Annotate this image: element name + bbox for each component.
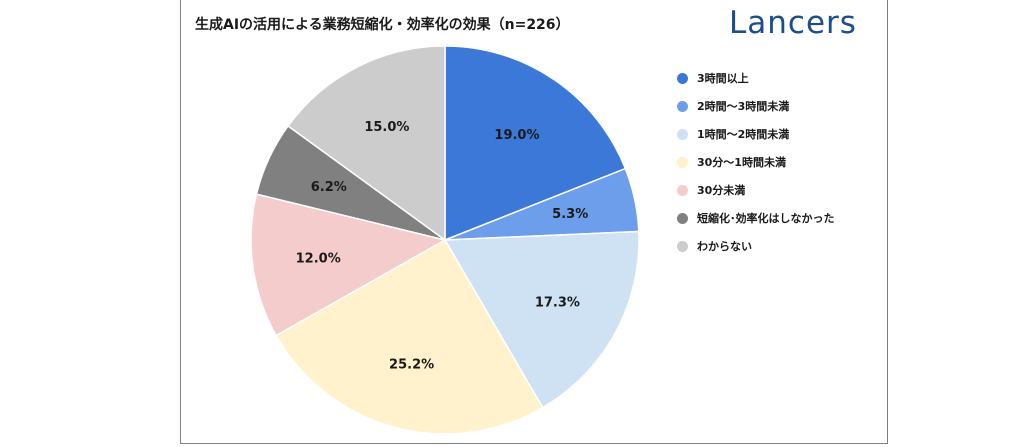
legend-item-1h-2h: 1時間～2時間未満 [677, 120, 887, 148]
pie-label-unknown: 15.0% [364, 120, 409, 135]
legend-marker [677, 156, 688, 168]
chart-title: 生成AIの活用による業務短縮化・効率化の効果（n=226） [195, 17, 570, 33]
legend-label: 1時間～2時間未満 [697, 128, 790, 141]
legend-label: 3時間以上 [697, 72, 749, 85]
legend-item-2h-3h: 2時間～3時間未満 [677, 92, 887, 120]
legend-label: 2時間～3時間未満 [697, 100, 790, 113]
legend-marker [677, 72, 688, 84]
legend-item-30m-1h: 30分～1時間未満 [677, 148, 887, 176]
pie-label-1h-2h: 17.3% [535, 295, 580, 310]
pie-slice-3h-plus [444, 45, 627, 242]
legend-item-under-30m: 30分未満 [677, 176, 887, 204]
pie-label-3h-plus: 19.0% [494, 128, 539, 143]
pie-slice-1h-2h [443, 230, 640, 409]
pie-label-no-reduction: 6.2% [311, 180, 347, 195]
legend-label: わからない [697, 240, 752, 253]
legend-label: 30分未満 [697, 184, 746, 197]
legend-marker [677, 128, 688, 140]
pie-label-under-30m: 12.0% [296, 252, 341, 267]
pie-label-2h-3h: 5.3% [552, 207, 588, 222]
legend-item-3h-plus: 3時間以上 [677, 64, 887, 92]
legend-item-unknown: わからない [677, 232, 887, 260]
legend-label: 短縮化･効率化はしなかった [697, 212, 835, 225]
pie-slice-30m-1h [275, 238, 544, 435]
pie-slice-under-30m [250, 193, 448, 337]
legend-marker [677, 184, 688, 196]
legend-marker [677, 100, 688, 112]
chart-legend: 3時間以上 2時間～3時間未満 1時間～2時間未満 30分～1時間未満 30分未満短縮化… [677, 64, 887, 260]
pie-label-30m-1h: 25.2% [389, 358, 434, 373]
legend-marker [677, 240, 688, 252]
legend-item-no-reduction: 短縮化･効率化はしなかった [677, 204, 887, 232]
legend-label: 30分～1時間未満 [697, 156, 786, 169]
lancers-logo: Lancers [729, 5, 857, 41]
chart-frame: 生成AIの活用による業務短縮化・効率化の効果（n=226） Lancers 19… [180, 0, 888, 444]
pie-slice-unknown [287, 45, 446, 242]
legend-marker [677, 212, 688, 224]
pie-chart: 19.0% 5.3% 17.3% 25.2% 12.0% 6.2% 15.0% [250, 45, 640, 435]
